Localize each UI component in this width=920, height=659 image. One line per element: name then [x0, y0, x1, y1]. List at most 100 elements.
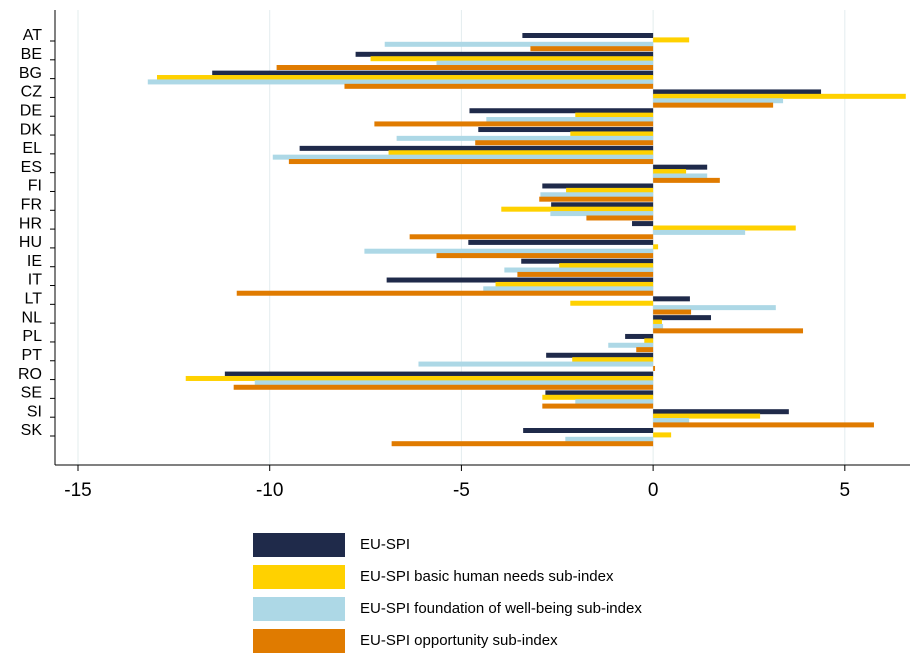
bar [559, 263, 654, 269]
bar [185, 375, 654, 381]
bar [636, 347, 654, 353]
bar [653, 98, 784, 104]
bar [653, 89, 822, 95]
bar [468, 239, 654, 245]
bar [625, 333, 654, 339]
bar [384, 41, 654, 47]
bar [478, 127, 654, 133]
bar [586, 215, 654, 221]
bar [486, 117, 654, 123]
bar [233, 384, 654, 390]
bar [254, 380, 654, 386]
bar [469, 108, 654, 114]
legend-label: EU-SPI opportunity sub-index [360, 632, 558, 649]
bar [653, 328, 804, 334]
y-tick-label: BE [21, 46, 42, 63]
bar [653, 309, 692, 315]
bar [483, 286, 654, 292]
bar [523, 428, 654, 433]
bar [386, 277, 654, 283]
bar [653, 244, 659, 250]
bar [495, 281, 654, 287]
bar [575, 112, 654, 118]
bar [288, 159, 654, 165]
y-tick-label: HU [19, 234, 42, 251]
y-tick-label: HR [19, 215, 42, 232]
bar [542, 183, 654, 189]
bar [575, 399, 654, 405]
bar [550, 211, 654, 217]
bar [436, 253, 654, 259]
bar [344, 83, 654, 89]
bar [542, 394, 654, 400]
bar [391, 441, 654, 447]
bar [653, 365, 656, 371]
bar [374, 121, 654, 127]
legend-label: EU-SPI basic human needs sub-index [360, 568, 614, 585]
bar [418, 361, 654, 367]
bar [653, 319, 662, 325]
bar [644, 338, 654, 344]
y-tick-label: PT [22, 347, 43, 364]
bar [572, 357, 654, 363]
bar [475, 140, 654, 146]
bar [653, 296, 690, 302]
bar [608, 342, 654, 348]
x-tick-label: -15 [64, 480, 91, 501]
bar [551, 202, 654, 208]
bar [653, 93, 906, 99]
bar [522, 33, 654, 38]
bar [436, 60, 654, 66]
y-tick-label: BG [19, 65, 42, 82]
y-tick-label: CZ [21, 84, 43, 101]
y-tick-label: DK [20, 121, 43, 138]
bar [565, 436, 654, 442]
bar [504, 267, 654, 273]
bar [517, 271, 654, 277]
bar [570, 131, 654, 137]
bar [653, 177, 720, 183]
x-tick-label: -10 [256, 480, 283, 501]
x-tick-label: 0 [648, 480, 659, 501]
bar [653, 102, 774, 108]
bar [653, 413, 761, 419]
bar [653, 315, 712, 321]
legend-swatch [253, 533, 345, 557]
y-tick-label: SI [27, 403, 42, 420]
y-tick-label: IE [27, 253, 42, 270]
bar [653, 164, 708, 170]
x-tick-label: -5 [453, 480, 470, 501]
bar [653, 37, 690, 43]
y-tick-label: PL [22, 328, 42, 345]
bar [396, 135, 654, 141]
bar [364, 248, 654, 254]
bar [653, 422, 874, 428]
bar [224, 371, 654, 377]
y-tick-label: IT [28, 272, 42, 289]
bar [409, 234, 654, 240]
legend: EU-SPI EU-SPI basic human needs sub-index… [253, 533, 642, 653]
bar [653, 225, 796, 231]
bar [156, 75, 654, 81]
y-tick-label: AT [23, 27, 42, 44]
bar [212, 70, 654, 76]
bar [653, 417, 690, 423]
bar [272, 154, 654, 160]
bar [530, 46, 654, 52]
bar [653, 169, 687, 175]
bar [299, 145, 654, 151]
y-tick-label: NL [22, 309, 43, 326]
legend-label: EU-SPI foundation of well-being sub-inde… [360, 600, 642, 617]
bar [653, 409, 789, 415]
y-tick-label: ES [21, 159, 42, 176]
bar [501, 206, 654, 212]
bar [276, 65, 654, 71]
y-tick-label: EL [22, 140, 42, 157]
bar [542, 403, 654, 409]
bar [653, 323, 664, 329]
bar [570, 300, 654, 306]
bars [147, 33, 906, 447]
bar [236, 290, 654, 296]
